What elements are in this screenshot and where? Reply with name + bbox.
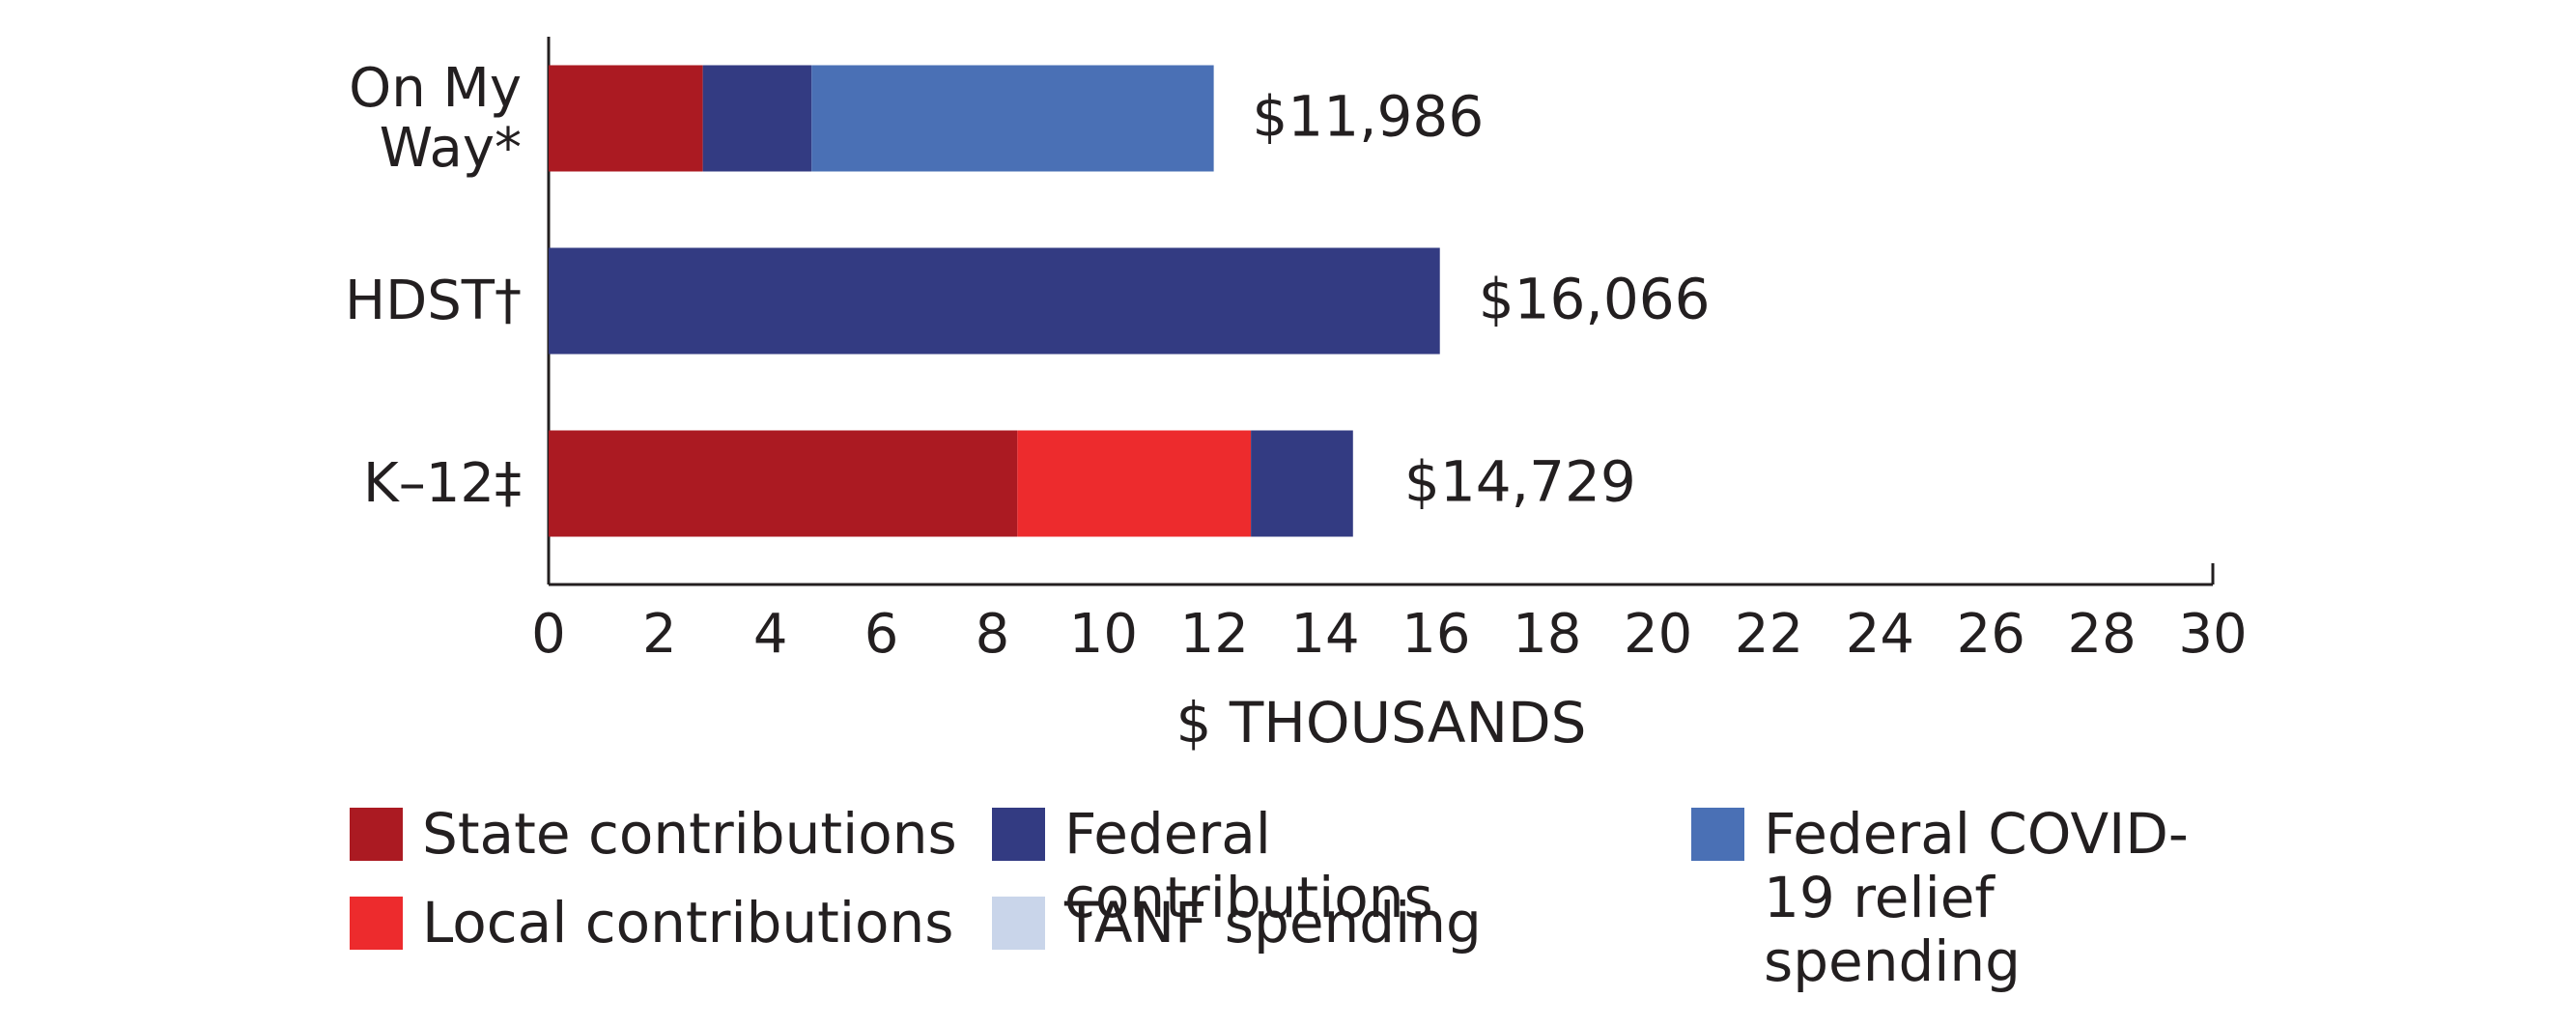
x-tick-label: 14: [1290, 603, 1359, 666]
x-tick-label: 10: [1069, 603, 1138, 666]
x-tick-label: 20: [1624, 603, 1692, 666]
legend-item: State contributions: [350, 802, 968, 866]
legend-swatch: [1691, 808, 1744, 861]
bar-segment: [1251, 430, 1353, 537]
category-label: On My Way*: [349, 56, 522, 180]
legend-label: State contributions: [422, 801, 957, 867]
legend-label: Federal COVID-19 relief spending: [1764, 801, 2189, 994]
x-tick-label: 24: [1846, 603, 1914, 666]
x-axis-title: $ THOUSANDS: [1176, 690, 1587, 756]
bar-segment: [549, 65, 703, 172]
legend-swatch: [992, 808, 1045, 861]
total-label: $11,986: [1252, 84, 1484, 150]
legend-label: Federal contributions: [1064, 801, 1433, 930]
legend-item: Local contributions: [350, 891, 968, 955]
bar-segment: [1017, 430, 1252, 537]
legend-label: TANF spending: [1064, 890, 1482, 956]
legend-item: TANF spending: [992, 891, 1610, 955]
x-tick-label: 4: [753, 603, 788, 666]
bar-segment: [702, 65, 812, 172]
bar-segment: [549, 430, 1018, 537]
x-tick-label: 18: [1513, 603, 1581, 666]
x-tick-label: 26: [1957, 603, 2025, 666]
legend-item: Federal COVID-19 relief spending: [1691, 802, 2232, 993]
category-label: HDST†: [345, 269, 522, 332]
x-tick-label: 28: [2068, 603, 2137, 666]
bar-segment: [811, 65, 1214, 172]
legend-swatch: [992, 897, 1045, 950]
x-tick-label: 12: [1180, 603, 1249, 666]
x-tick-label: 16: [1401, 603, 1470, 666]
x-tick-label: 22: [1735, 603, 1803, 666]
legend-item: Federal contributions: [992, 802, 1610, 929]
total-label: $16,066: [1479, 267, 1711, 332]
x-tick-label: 8: [976, 603, 1010, 666]
total-label: $14,729: [1404, 449, 1636, 515]
x-tick-label: 6: [864, 603, 899, 666]
legend-swatch: [350, 897, 403, 950]
bar-segment: [549, 247, 1440, 355]
x-tick-label: 0: [531, 603, 566, 666]
x-tick-label: 30: [2178, 603, 2247, 666]
legend-label: Local contributions: [422, 890, 954, 956]
legend-swatch: [350, 808, 403, 861]
x-tick-label: 2: [642, 603, 677, 666]
category-label: K–12‡: [363, 451, 522, 515]
